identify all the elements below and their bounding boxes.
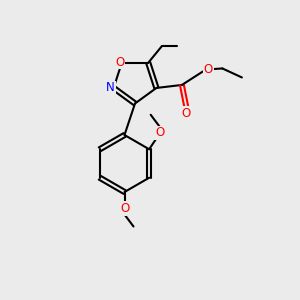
Text: O: O bbox=[116, 56, 125, 69]
Text: O: O bbox=[204, 63, 213, 76]
Text: O: O bbox=[120, 202, 129, 215]
Text: O: O bbox=[155, 126, 164, 139]
Text: O: O bbox=[182, 107, 191, 120]
Text: N: N bbox=[106, 82, 115, 94]
